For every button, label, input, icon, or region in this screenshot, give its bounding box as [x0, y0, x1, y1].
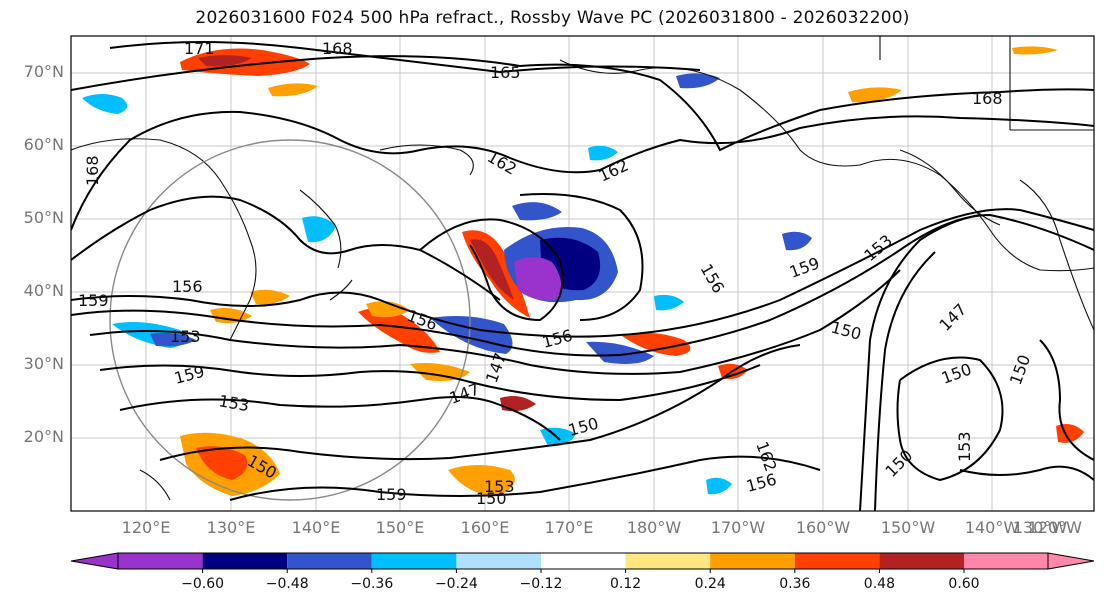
- lat-label: 70°N: [23, 62, 64, 81]
- contour-label: 165: [490, 63, 521, 82]
- contour-label: 168: [322, 39, 353, 58]
- lat-label: 40°N: [23, 281, 64, 300]
- contour-label: 153: [484, 477, 515, 496]
- colorbar-cell: [371, 553, 457, 569]
- colorbar-cell: [794, 553, 880, 569]
- map-panel: [71, 36, 1094, 511]
- colorbar-cell: [625, 553, 711, 569]
- lon-label: 170°E: [544, 518, 594, 537]
- colorbar-tick: 0.60: [948, 576, 980, 592]
- colorbar-cell: [710, 553, 795, 569]
- colorbar-tick: −0.24: [434, 576, 478, 592]
- colorbar-tick: −0.12: [519, 576, 563, 592]
- lon-label: 140°E: [291, 518, 341, 537]
- lon-label: 140°W: [964, 518, 1020, 537]
- colorbar-tick: 0.24: [694, 576, 726, 592]
- contour-label: 168: [83, 155, 102, 186]
- wave-packet-circle: [109, 139, 471, 501]
- lon-label: 170°W: [710, 518, 766, 537]
- colorbar-tick: 0.48: [863, 576, 895, 592]
- lat-label: 50°N: [23, 208, 64, 227]
- lat-label: 20°N: [23, 427, 64, 446]
- lat-label: 30°N: [23, 354, 64, 373]
- contour-label: 153: [955, 431, 974, 462]
- contour-label: 159: [78, 291, 109, 310]
- lon-label: 120°W: [1027, 518, 1082, 537]
- colorbar-cell: [541, 553, 626, 569]
- lon-label: 130°E: [206, 518, 256, 537]
- height-contours: [71, 41, 1094, 511]
- contour-label: 153: [170, 327, 201, 346]
- colorbar-cell: [879, 553, 964, 569]
- lon-label: 150°W: [880, 518, 936, 537]
- colorbar-cell: [456, 553, 541, 569]
- contour-label: 156: [172, 277, 203, 296]
- colorbar-cell: [287, 553, 372, 569]
- lon-label: 160°E: [460, 518, 510, 537]
- colorbar-tick: −0.36: [350, 576, 394, 592]
- colorbar-cell: [118, 553, 203, 569]
- contour-label: 150: [476, 489, 507, 508]
- contour-label: 168: [972, 89, 1003, 108]
- map-frame: [70, 35, 1095, 512]
- colorbar-cell: [964, 553, 1048, 569]
- lon-label: 150°E: [375, 518, 425, 537]
- colorbar-tick: 0.36: [779, 576, 811, 592]
- map-title: 2026031600 F024 500 hPa refract., Rossby…: [195, 8, 910, 28]
- colorbar-cell: [1047, 552, 1095, 570]
- graticule: [71, 36, 1094, 511]
- contour-label: 171: [184, 39, 215, 58]
- contour-label: 159: [376, 485, 407, 504]
- colorbar-tick: −0.60: [181, 576, 225, 592]
- colorbar: [70, 552, 1095, 573]
- lon-label: 130°W: [1012, 518, 1068, 537]
- colorbar-tick: 0.12: [610, 576, 642, 592]
- colorbar-tick: −0.48: [265, 576, 309, 592]
- colorbar-cell: [202, 553, 288, 569]
- lon-label: 120°E: [121, 518, 171, 537]
- lon-label: 160°W: [795, 518, 851, 537]
- lat-label: 60°N: [23, 135, 64, 154]
- colorbar-cell: [70, 552, 119, 570]
- lon-label: 180°W: [626, 518, 682, 537]
